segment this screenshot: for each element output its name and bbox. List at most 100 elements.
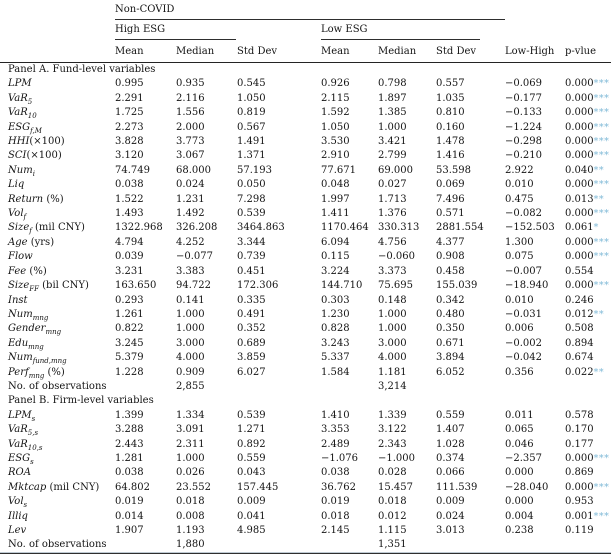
spanner-row-top: Non-COVID [0,2,611,20]
low-mean: 2.910 [321,150,350,162]
low-median: 4.756 [378,236,407,248]
low-high-diff: 0.011 [505,409,534,421]
low-high-diff: 0.000 [505,467,534,479]
low-mean: 1.411 [321,208,350,220]
significance-stars: *** [593,179,610,191]
low-stddev: 1.028 [436,438,465,450]
low-mean: −1.076 [321,452,359,464]
high-median: 0.008 [176,510,205,522]
variable-label: Volf [8,208,27,222]
high-stddev: 0.539 [237,208,266,220]
significance-stars: ** [593,164,605,176]
high-stddev: 0.041 [237,510,266,522]
low-median: 3.000 [378,337,407,349]
low-median: 3.421 [378,136,407,148]
high-stddev: 4.985 [237,525,266,536]
low-mean: 1.230 [321,308,350,320]
variable-label: Sizef (mil CNY) [8,222,85,236]
low-high-diff: 0.000 [505,496,534,508]
p-value: 0.000*** [565,280,610,292]
observations-row: No. of observations 2,855 3,214 [0,380,611,394]
high-median: 1.193 [176,525,205,536]
col-header-low-median: Median [378,40,436,63]
high-stddev: 3464.863 [237,222,285,234]
high-mean: 2.273 [115,121,144,133]
high-median: 4.252 [176,236,205,248]
low-mean [321,380,378,394]
high-median: 1.231 [176,193,205,205]
low-median: 1.385 [378,107,407,119]
variable-label: ESGs [8,452,34,466]
high-mean [115,380,176,394]
p-value: 0.000*** [565,179,610,191]
low-high-diff: −0.177 [505,92,543,104]
high-median: 0.018 [176,496,205,508]
high-mean: 3.245 [115,337,144,349]
panel-title-row: Panel B. Firm-level variables [0,394,611,408]
empty-cell [0,2,115,20]
low-high-diff: 0.356 [505,366,534,378]
high-median: 1.000 [176,323,205,335]
low-stddev: 0.342 [436,294,465,306]
table-row: Gendermng 0.822 1.000 0.352 0.828 1.000 0.350 0… [0,322,611,336]
low-median: 0.012 [378,510,407,522]
high-stddev: 0.819 [237,107,266,119]
low-median: 1.897 [378,92,407,104]
high-stddev: 0.892 [237,438,266,450]
variable-label: Perfmng (%) [8,366,65,380]
low-high-diff: −0.007 [505,265,543,277]
spanner-row-groups: High ESG Low ESG [0,20,611,40]
variable-label: VaR10 [8,107,37,121]
table-row: ESGs 1.281 1.000 0.559 −1.076 −1.000 0.374 −2.3… [0,452,611,466]
table-row: Perfmng (%) 1.228 0.909 6.027 1.584 1.181 6.05… [0,366,611,380]
panel-title: Panel A. Fund-level variables [8,64,156,75]
group-header-non-covid-label: Non-COVID [115,3,506,20]
high-median: 0.935 [176,78,205,90]
low-median: 1.713 [378,193,407,205]
p-value: 0.953 [565,496,594,508]
low-median: 330.313 [378,222,420,234]
high-stddev: 0.451 [237,265,266,277]
variable-label: Numfund,mng [8,352,67,366]
table-row: Lev 1.907 1.193 4.985 2.145 1.115 3.013 0.238 0.… [0,524,611,538]
high-mean: 1.261 [115,308,144,320]
high-mean: 3.231 [115,265,144,277]
variable-label: SCI(×100) [8,150,62,162]
p-value: 0.022** [565,366,605,378]
p-value: 0.000*** [565,236,610,248]
high-mean: 3.288 [115,424,144,436]
empty-cell [505,2,611,20]
low-mean: 0.038 [321,467,350,479]
p-value: 0.000*** [565,452,610,464]
group-header-high-esg-label: High ESG [115,23,236,40]
table-row: VaR10 1.725 1.556 0.819 1.592 1.385 0.810 −0.13… [0,106,611,120]
high-median: 68.000 [176,164,211,176]
low-stddev: 4.377 [436,236,465,248]
low-high-diff: 1.300 [505,236,534,248]
low-high-diff: 0.006 [505,323,534,335]
high-mean: 3.120 [115,150,144,162]
low-mean: 1170.464 [321,222,369,234]
low-mean: 2.489 [321,438,350,450]
variable-label: Fee (%) [8,265,47,277]
low-mean: 0.048 [321,179,350,191]
high-stddev: 0.539 [237,409,266,421]
p-value: 0.170 [565,424,594,436]
high-stddev: 0.050 [237,179,266,191]
variable-label: LPMs [8,409,36,423]
high-stddev: 3.344 [237,236,266,248]
low-stddev: 0.066 [436,467,465,479]
low-median-observations: 3,214 [378,380,407,392]
p-value: 0.012** [565,308,605,320]
variable-label: Return (%) [8,193,64,205]
low-high-diff: 0.475 [505,193,534,205]
low-median: 0.148 [378,294,407,306]
observations-row: No. of observations 1,880 1,351 [0,538,611,553]
variable-label: ROA [8,467,31,479]
variable-label: Inst [8,294,28,306]
low-stddev: 111.539 [436,481,478,493]
low-median: 1.000 [378,323,407,335]
low-stddev: 1.035 [436,92,465,104]
high-mean: 1.228 [115,366,144,378]
high-mean: 1.281 [115,452,144,464]
